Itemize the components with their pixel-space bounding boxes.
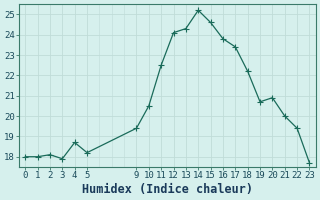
X-axis label: Humidex (Indice chaleur): Humidex (Indice chaleur) [82,183,253,196]
